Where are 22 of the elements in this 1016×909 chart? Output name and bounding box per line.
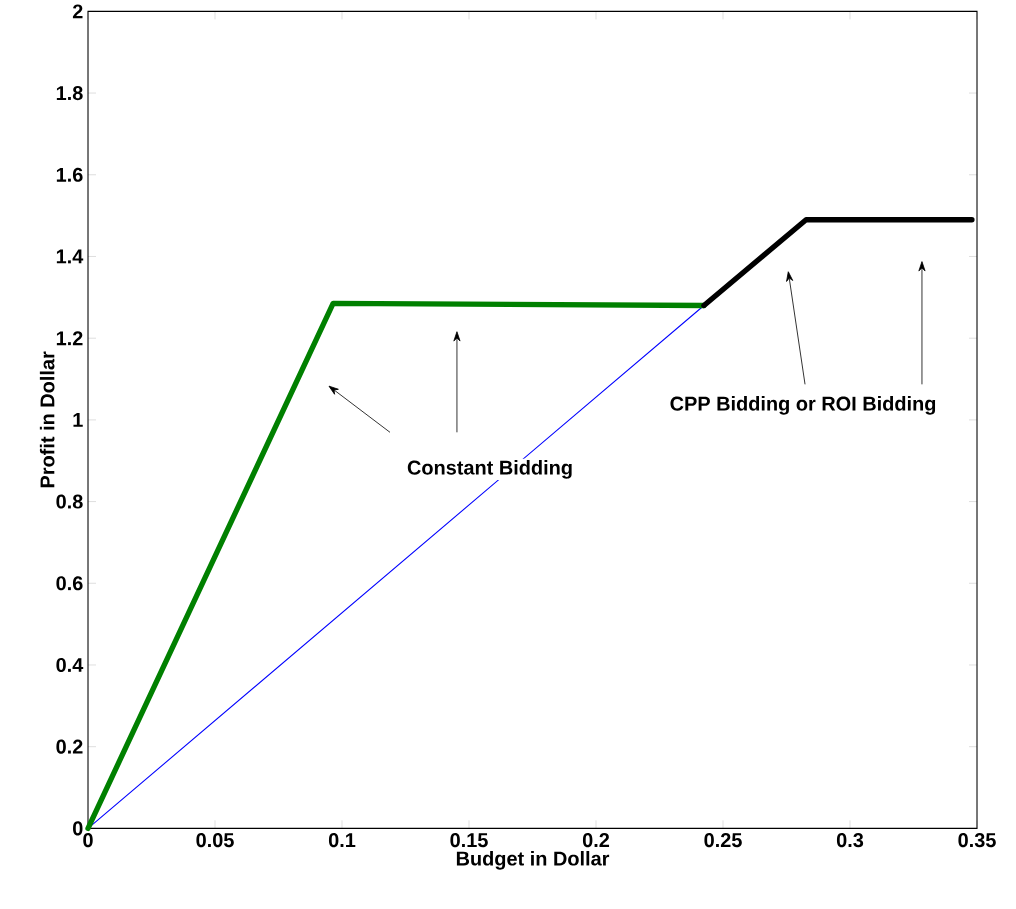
x-tick-label: 0.15 — [450, 832, 488, 847]
x-tick-label: 0.1 — [328, 832, 356, 847]
annotation: CPP Bidding or ROI Bidding — [670, 395, 936, 415]
annotation: Constant Bidding — [407, 459, 572, 479]
x-tick-label: 0.35 — [958, 832, 996, 848]
y-tick-label: 1.6 — [56, 167, 83, 182]
y-tick-label: 0.2 — [56, 739, 83, 754]
y-tick-label: 2 — [72, 4, 83, 19]
y-tick-label: 1.4 — [56, 249, 84, 264]
y-tick-label: 0 — [73, 821, 83, 836]
x-tick-label: 0.25 — [704, 832, 742, 847]
y-tick-label: 1.8 — [56, 85, 83, 100]
y-tick-label: 1 — [73, 412, 83, 427]
y-tick-label: 0.8 — [56, 494, 83, 509]
y-tick-label: 0.4 — [56, 657, 84, 672]
y-tick-label: 1.2 — [56, 331, 83, 345]
x-tick-label: 0.05 — [196, 832, 234, 847]
y-axis-title: Profit in Dollar — [39, 351, 55, 487]
x-tick-label: 0.2 — [582, 832, 610, 847]
y-tick-label: 0.6 — [56, 576, 83, 591]
x-axis-title: Budget in Dollar — [456, 850, 610, 870]
x-tick-label: 0.3 — [836, 832, 864, 848]
